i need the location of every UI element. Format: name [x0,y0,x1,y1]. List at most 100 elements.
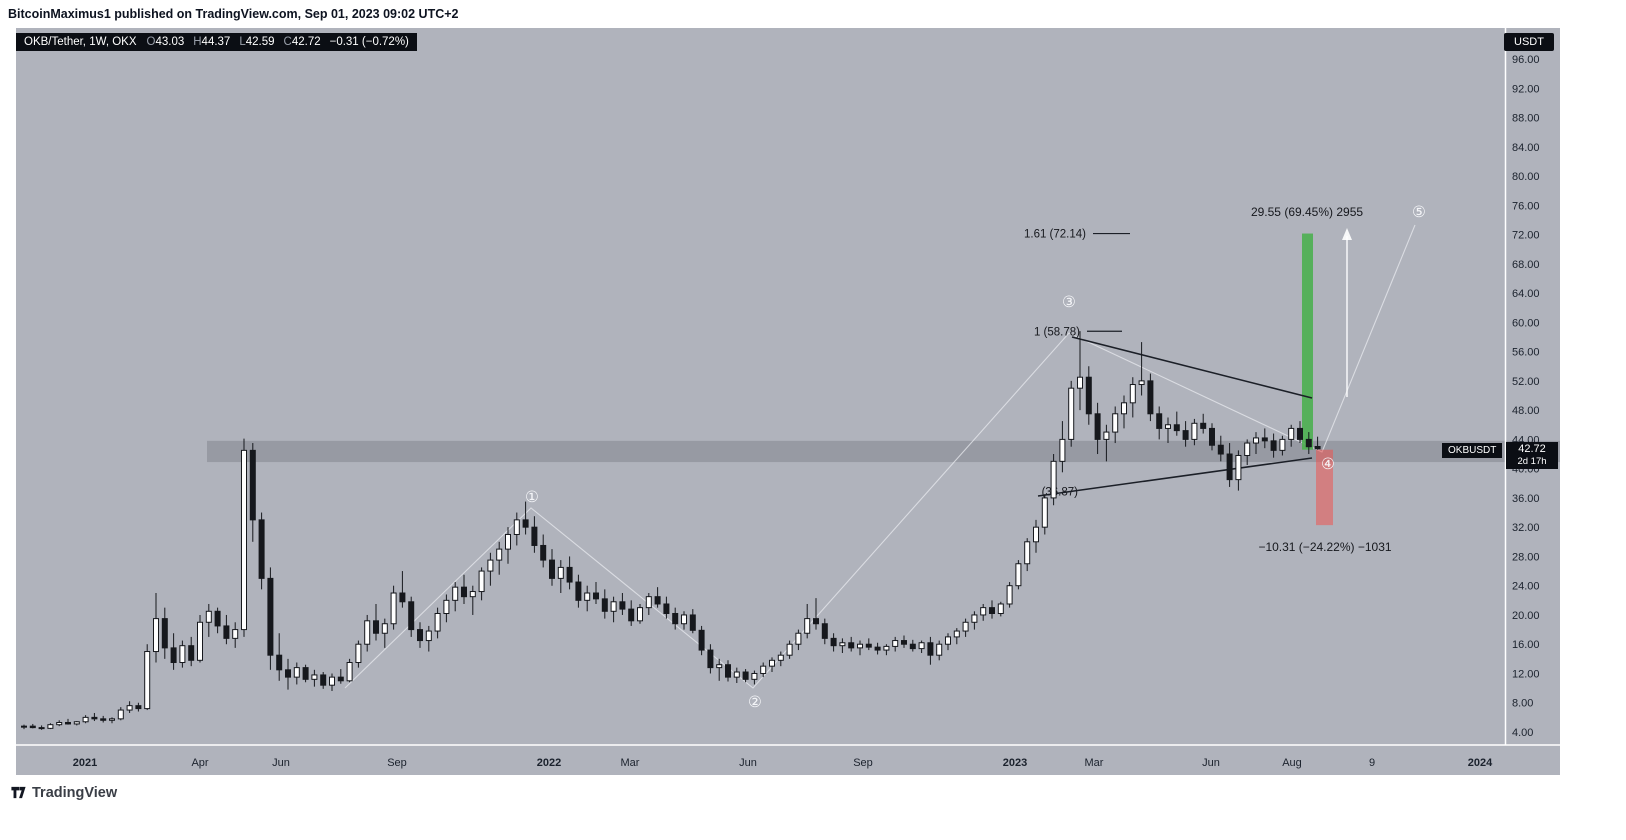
candlestick [980,607,987,616]
candlestick [197,621,203,661]
support-zone [207,440,1560,463]
price-axis-tick[interactable]: 84.00 [1512,142,1540,154]
time-axis-tick[interactable]: Jun [272,757,290,769]
price-axis-tick[interactable]: 12.00 [1512,668,1540,680]
candlestick [241,449,247,631]
candlestick [909,643,916,650]
candlestick [408,601,415,631]
price-axis-tick[interactable]: 76.00 [1512,200,1540,212]
candlestick [188,645,195,661]
candlestick [1050,460,1057,499]
candlestick [989,607,995,614]
candlestick [751,672,758,680]
candlestick [1103,431,1110,440]
candlestick [249,449,256,521]
time-axis-tick[interactable]: 2024 [1468,757,1493,769]
candlestick [760,665,767,674]
candlestick [205,610,212,623]
time-axis-tick[interactable]: Aug [1282,757,1302,769]
time-axis-tick[interactable]: 2021 [73,757,97,769]
price-axis-tick[interactable]: 16.00 [1512,639,1540,651]
candlestick [1156,413,1163,429]
price-axis-tick[interactable]: 72.00 [1512,230,1540,242]
candlestick [531,526,538,546]
price-axis-tick[interactable]: 60.00 [1512,317,1540,329]
candlestick [1085,376,1092,415]
candlestick [945,636,951,645]
candlestick [1041,497,1048,528]
candlestick [117,709,124,720]
publish-info-text: BitcoinMaximus1 published on TradingView… [8,7,459,21]
candlestick [830,637,837,647]
legend-ohlc-item: C42.72 [283,36,321,48]
candlestick [223,625,230,639]
candlestick [1059,438,1066,462]
candlestick [399,592,406,603]
candlestick [1182,430,1189,440]
candlestick [1077,376,1083,389]
candlestick [786,643,793,656]
price-axis-tick[interactable]: 28.00 [1512,551,1540,563]
time-axis-tick[interactable]: 2022 [537,757,561,769]
trend-line[interactable] [1037,457,1313,497]
price-range-box-down [1316,449,1333,526]
price-axis-tick[interactable]: 92.00 [1512,83,1540,95]
price-axis-tick[interactable]: 88.00 [1512,113,1540,125]
candlestick [725,664,731,678]
candlestick [1235,454,1242,481]
candlestick [47,724,54,729]
wave-label[interactable]: ④ [1321,456,1335,473]
time-axis-tick[interactable]: Sep [853,757,873,769]
price-range-box-up [1302,233,1313,450]
wave-label[interactable]: ② [748,694,762,711]
price-axis-tick[interactable]: 20.00 [1512,610,1540,622]
wave-label[interactable]: ⑤ [1412,204,1426,221]
wave-label[interactable]: ① [525,489,539,506]
trend-line[interactable] [1071,336,1313,399]
price-axis-tick[interactable]: 52.00 [1512,376,1540,388]
time-axis-tick[interactable]: Apr [191,757,208,769]
price-axis-tick[interactable]: 32.00 [1512,522,1540,534]
price-axis-tick[interactable]: 56.00 [1512,347,1540,359]
measurement-label: −10.31 (−24.22%) −1031 [1258,540,1391,554]
last-price-axis-tag: 42.72 2d 17h [1506,442,1558,469]
price-axis-tick[interactable]: 64.00 [1512,288,1540,300]
fib-level-label: 1.61 (72.14) [1024,229,1086,241]
candlestick [161,618,168,649]
price-axis-tick[interactable]: 8.00 [1512,698,1533,710]
price-axis-tick[interactable]: 96.00 [1512,54,1540,66]
price-axis-tick[interactable]: 36.00 [1512,493,1540,505]
candlestick [285,669,291,678]
tradingview-logo[interactable]: TradingView [10,784,117,801]
candlestick [505,533,511,550]
price-axis-tick[interactable]: 4.00 [1512,727,1533,739]
time-axis-tick[interactable]: Jun [1202,757,1220,769]
candlestick [267,577,274,656]
candlestick [804,618,811,634]
candlestick [742,671,749,680]
candlestick [381,623,388,634]
candlestick [1006,585,1013,605]
wave-label[interactable]: ③ [1062,294,1076,311]
candlestick [1297,427,1303,440]
time-axis-tick[interactable]: Mar [1085,757,1104,769]
price-axis-tick[interactable]: 24.00 [1512,581,1540,593]
time-axis-tick[interactable]: 2023 [1003,757,1027,769]
candlestick [549,559,555,579]
price-axis-tick[interactable]: 80.00 [1512,171,1540,183]
candlestick [478,570,485,593]
candlestick [170,647,177,664]
candlestick [443,599,450,614]
bar-countdown: 2d 17h [1517,456,1547,467]
time-axis-tick[interactable]: 9 [1369,757,1375,769]
price-axis-tick[interactable]: 48.00 [1512,405,1540,417]
candlestick [619,601,626,610]
candlestick [513,519,520,535]
time-axis-tick[interactable]: Mar [621,757,640,769]
time-axis-tick[interactable]: Sep [387,757,407,769]
price-axis-tick[interactable]: 68.00 [1512,259,1540,271]
time-axis-tick[interactable]: Jun [739,757,757,769]
legend-ohlc-item: H44.37 [193,36,231,48]
candlestick [865,643,872,648]
